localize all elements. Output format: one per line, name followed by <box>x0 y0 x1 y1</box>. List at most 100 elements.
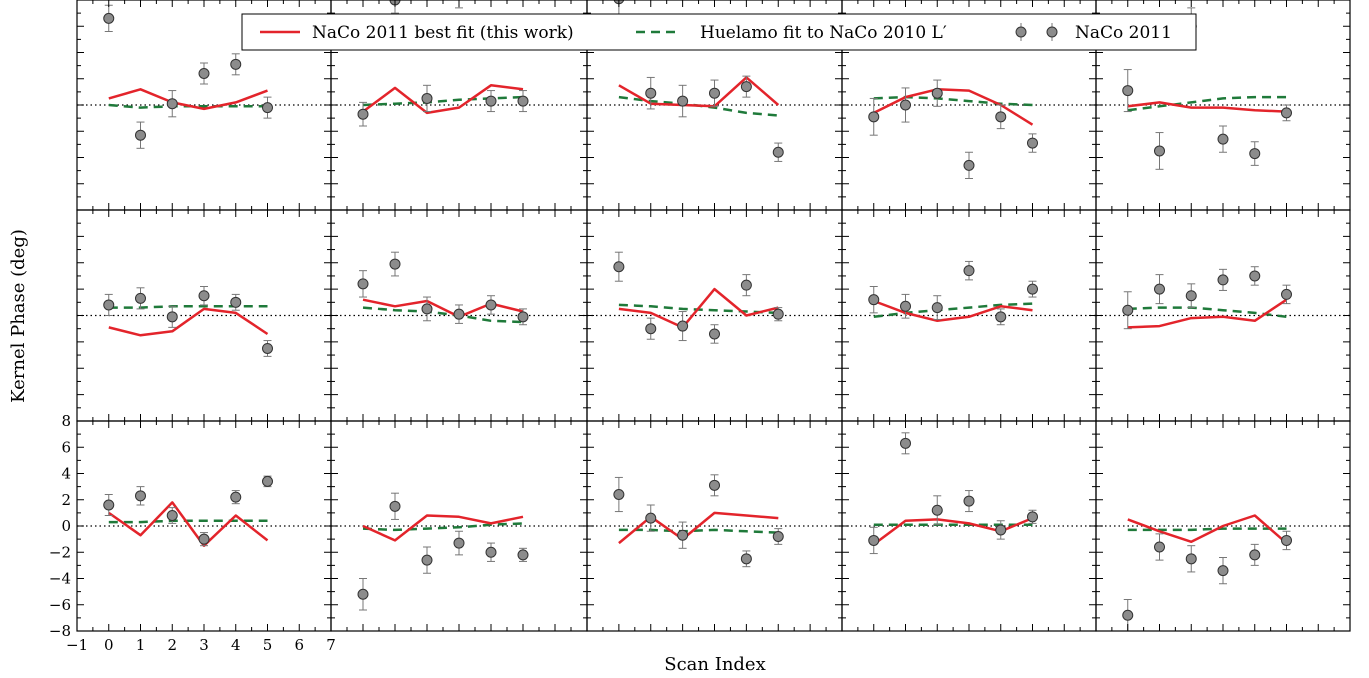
panel-7-plot-area <box>331 251 587 326</box>
huelamo-fit-line <box>108 305 268 309</box>
data-point <box>868 294 880 306</box>
data-point <box>485 299 497 311</box>
data-point <box>1122 304 1134 316</box>
panel-6-plot-area <box>77 285 331 357</box>
huelamo-fit-line <box>362 522 524 532</box>
data-point <box>740 553 752 565</box>
data-point <box>421 554 433 566</box>
data-point <box>931 504 943 516</box>
best-fit-line <box>1127 514 1288 545</box>
huelamo-fit-line <box>362 306 524 324</box>
data-point <box>677 529 689 541</box>
x-tick-label: −1 <box>66 636 88 654</box>
data-point <box>709 328 720 340</box>
x-tick-label: 2 <box>167 636 177 654</box>
legend-marker-2 <box>1046 26 1058 38</box>
huelamo-fit-line <box>362 95 524 107</box>
data-point <box>1217 565 1229 577</box>
data-point <box>198 68 210 79</box>
panel-9 <box>841 209 1097 422</box>
data-point <box>963 265 975 277</box>
data-point <box>103 499 115 511</box>
x-tick-label: 6 <box>294 636 304 654</box>
data-point <box>1249 270 1261 282</box>
panel-frame <box>330 420 588 632</box>
data-point <box>1027 511 1038 523</box>
x-axis-label: Scan Index <box>664 654 766 675</box>
panel-15-plot-area <box>1096 514 1350 631</box>
panel-14 <box>841 420 1097 632</box>
data-point <box>198 533 210 545</box>
data-point <box>230 58 242 70</box>
data-point <box>517 311 529 323</box>
panel-8 <box>586 209 843 422</box>
data-point <box>995 311 1007 323</box>
data-point <box>230 491 242 503</box>
data-point <box>1217 133 1229 145</box>
best-fit-line <box>108 501 269 547</box>
x-tick-label: 3 <box>199 636 209 654</box>
data-point <box>357 108 369 120</box>
data-point <box>389 258 401 270</box>
data-point <box>931 87 943 99</box>
y-tick-label: 6 <box>61 438 71 456</box>
x-tick-label: 1 <box>136 636 146 654</box>
best-fit-line <box>108 88 268 111</box>
panel-8-plot-area <box>587 251 842 344</box>
data-point <box>485 546 497 558</box>
panel-10 <box>1095 209 1351 422</box>
huelamo-fit-line <box>108 519 268 524</box>
data-point <box>963 495 975 507</box>
data-point <box>677 320 689 332</box>
data-point <box>1217 274 1229 286</box>
best-fit-line <box>618 287 779 329</box>
best-fit-line <box>873 299 1033 323</box>
data-point <box>677 95 689 107</box>
data-point <box>995 111 1007 123</box>
data-point <box>772 308 784 320</box>
best-fit-line <box>1127 101 1287 113</box>
data-point <box>931 302 943 314</box>
x-tick-label: 5 <box>263 636 273 654</box>
panel-5-plot-area <box>1096 7 1350 170</box>
data-point <box>262 102 273 114</box>
panel-13-plot-area <box>587 474 842 568</box>
panel-frame <box>1095 420 1351 632</box>
data-point <box>1027 137 1038 149</box>
best-fit-line <box>108 307 269 337</box>
data-point <box>103 299 115 311</box>
panel-10-plot-area <box>1096 266 1350 330</box>
data-point <box>453 308 465 320</box>
data-point <box>900 437 911 449</box>
best-fit-line <box>362 84 524 115</box>
y-tick-label: −2 <box>49 543 71 561</box>
legend-frame <box>241 13 1197 51</box>
x-tick-label: 0 <box>104 636 114 654</box>
best-fit-line <box>873 88 1034 126</box>
data-point <box>740 279 752 291</box>
data-point <box>262 475 273 487</box>
huelamo-fit-line <box>873 95 1033 107</box>
data-point <box>1249 549 1261 561</box>
data-point <box>1154 541 1165 553</box>
data-point <box>868 534 880 546</box>
x-tick-label: 4 <box>231 636 241 654</box>
data-point <box>1122 609 1134 621</box>
y-axis-label: Kernel Phase (deg) <box>8 229 29 403</box>
data-point <box>1281 534 1292 546</box>
panel-11-plot-area <box>77 475 331 547</box>
panel-9-plot-area <box>842 260 1096 326</box>
best-fit-line <box>362 514 524 542</box>
data-point <box>421 303 433 315</box>
panel-15 <box>1095 420 1351 632</box>
panel-4 <box>841 0 1097 211</box>
y-tick-label: −8 <box>49 622 71 640</box>
axes-layer: −1 0 1 2 3 4 5 6 7 −8 −6 −4 −2 0 2 4 6 8 <box>49 412 336 654</box>
huelamo-fit-line <box>1127 306 1287 319</box>
data-point <box>709 87 720 99</box>
data-point <box>1027 283 1038 295</box>
data-point <box>166 98 178 110</box>
data-point <box>900 300 911 312</box>
y-tick-label: −4 <box>49 570 71 588</box>
